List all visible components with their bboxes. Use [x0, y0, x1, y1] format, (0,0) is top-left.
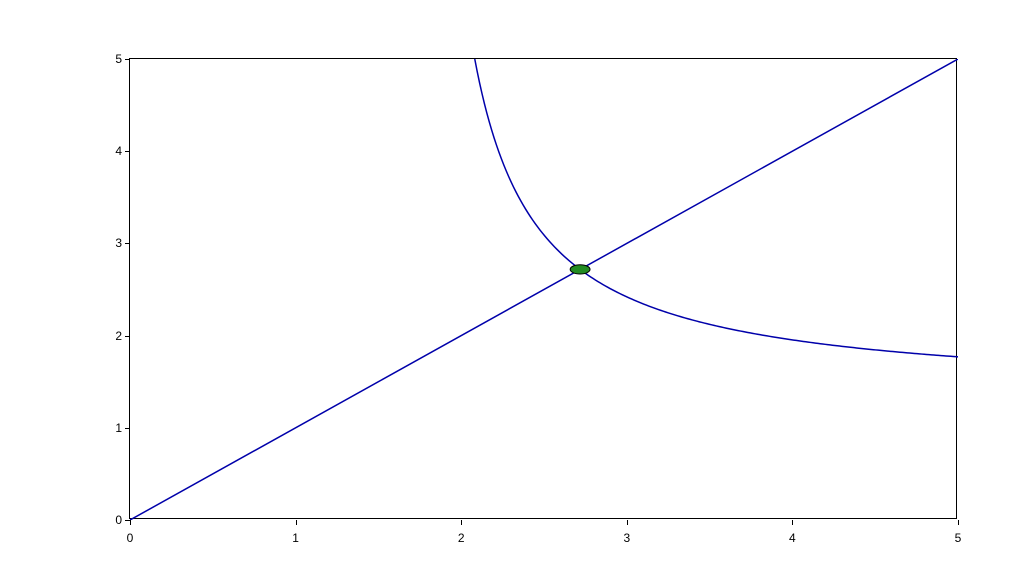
x-tick-mark: [958, 520, 959, 525]
y-tick-mark: [125, 243, 130, 244]
x-tick-mark: [792, 520, 793, 525]
y-tick-label: 0: [115, 513, 122, 527]
y-tick-label: 4: [115, 144, 122, 158]
x-tick-label: 5: [955, 531, 962, 545]
x-tick-mark: [130, 520, 131, 525]
y-tick-mark: [125, 59, 130, 60]
reciprocal-curve: [475, 59, 958, 357]
x-tick-label: 2: [458, 531, 465, 545]
y-tick-mark: [125, 151, 130, 152]
identity-line: [130, 59, 958, 520]
figure: 0 1 2 3 4 5 0 1 2 3 4 5: [0, 0, 1035, 577]
y-tick-label: 2: [115, 329, 122, 343]
plot-area: [130, 59, 958, 520]
x-tick-label: 3: [623, 531, 630, 545]
y-tick-mark: [125, 520, 130, 521]
x-tick-label: 4: [789, 531, 796, 545]
y-tick-label: 1: [115, 421, 122, 435]
axes: 012345012345: [129, 58, 957, 519]
x-tick-mark: [296, 520, 297, 525]
y-tick-label: 3: [115, 236, 122, 250]
y-tick-mark: [125, 336, 130, 337]
x-tick-mark: [627, 520, 628, 525]
intersection-point: [570, 265, 590, 274]
x-tick-label: 1: [292, 531, 299, 545]
x-tick-mark: [461, 520, 462, 525]
y-tick-mark: [125, 428, 130, 429]
y-tick-label: 5: [115, 52, 122, 66]
x-tick-label: 0: [127, 531, 134, 545]
